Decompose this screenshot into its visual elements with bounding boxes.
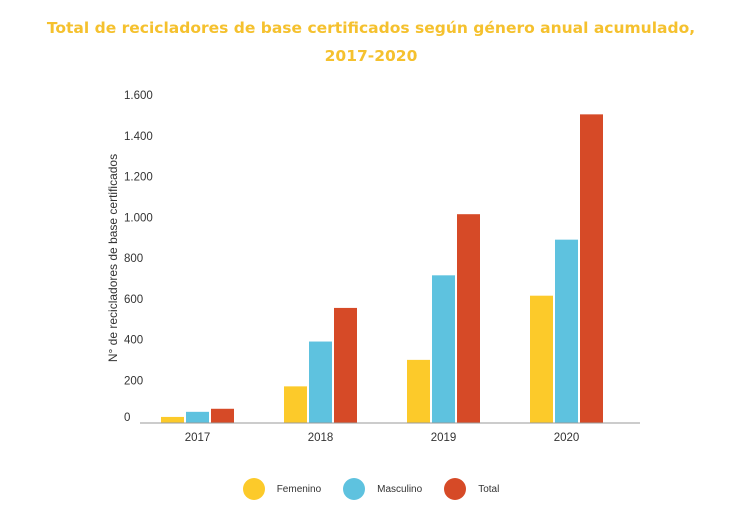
legend: Femenino Masculino Total: [0, 478, 742, 500]
bar-masculino-2017: [186, 411, 209, 423]
legend-item-total: Total: [444, 478, 499, 500]
bar-femenino-2018: [284, 386, 307, 423]
y-tick-label: 800: [124, 253, 143, 265]
bar-femenino-2017: [161, 416, 184, 423]
bars-group: [161, 114, 603, 423]
y-tick-label: 600: [124, 294, 143, 306]
chart-title-line-1: Total de recicladores de base certificad…: [46, 19, 696, 37]
bar-masculino-2020: [555, 239, 578, 423]
bar-masculino-2019: [432, 275, 455, 423]
legend-swatch: [444, 478, 467, 500]
legend-swatch: [343, 478, 366, 500]
bar-femenino-2020: [530, 295, 553, 423]
y-tick-label: 400: [124, 335, 143, 347]
y-axis-label: N° de recicladores de base certificados: [106, 154, 120, 362]
bar-total-2019: [457, 214, 480, 423]
y-tick-label: 200: [124, 375, 143, 387]
legend-item-masculino: Masculino: [343, 478, 422, 500]
bar-total-2020: [580, 114, 603, 423]
legend-label: Femenino: [276, 483, 322, 495]
y-tick-label: 1.400: [124, 131, 153, 143]
x-axis-ticks: 2017 2018 2019 2020: [185, 432, 580, 444]
chart-title-line-2: 2017-2020: [324, 47, 418, 65]
x-tick-label: 2018: [308, 432, 334, 444]
legend-swatch: [242, 478, 265, 500]
legend-label: Masculino: [377, 483, 423, 495]
y-tick-label: 1.200: [124, 172, 153, 184]
x-tick-label: 2020: [554, 432, 580, 444]
y-axis-ticks: 0 200 400 600 800 1.000 1.200 1.400 1.600: [124, 90, 153, 424]
bar-total-2018: [334, 307, 357, 423]
chart-title: Total de recicladores de base certificad…: [0, 14, 742, 70]
x-tick-label: 2019: [431, 432, 457, 444]
y-tick-label: 1.600: [124, 90, 153, 102]
bar-masculino-2018: [309, 341, 332, 423]
x-tick-label: 2017: [185, 432, 211, 444]
y-tick-label: 1.000: [124, 212, 153, 224]
bar-femenino-2019: [407, 359, 430, 423]
y-tick-label: 0: [124, 412, 130, 424]
legend-label: Total: [478, 483, 500, 495]
bar-total-2017: [211, 408, 234, 423]
legend-item-femenino: Femenino: [242, 478, 322, 500]
